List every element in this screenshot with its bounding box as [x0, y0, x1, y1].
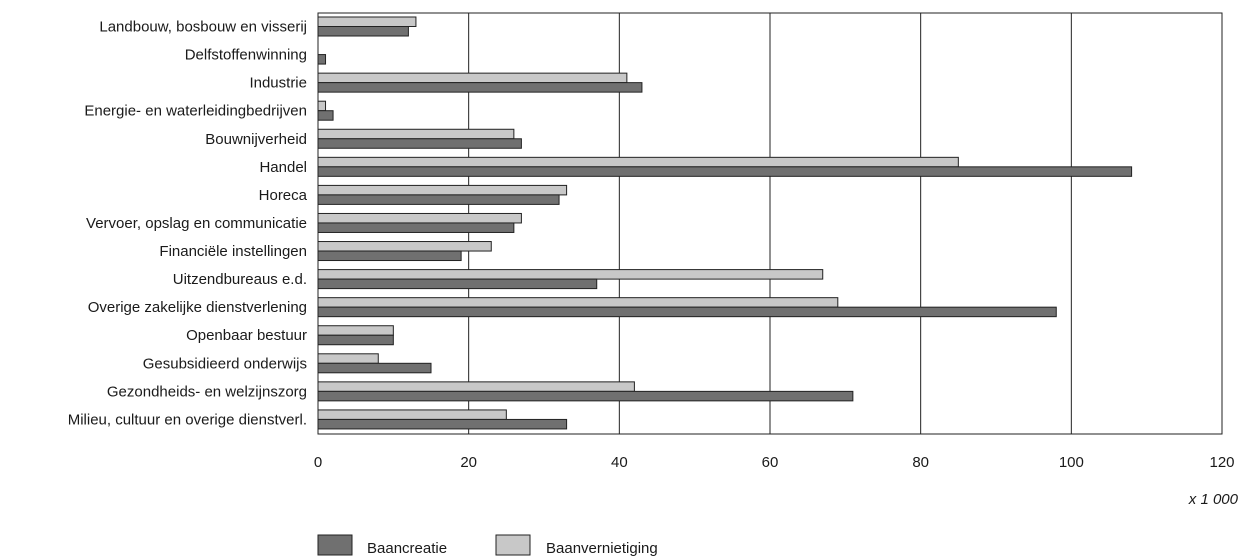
bar-baanvernietiging: [317, 184, 568, 196]
category-label: Openbaar bestuur: [186, 327, 307, 344]
x-tick-label: 80: [912, 454, 929, 471]
category-label: Horeca: [259, 187, 308, 204]
bar-baancreatie: [317, 418, 568, 430]
category-label: Gezondheids- en welzijnszorg: [107, 383, 307, 400]
bar-baanvernietiging: [317, 72, 628, 84]
bar-baancreatie: [317, 390, 854, 402]
bar-baancreatie: [317, 306, 1057, 318]
category-label: Financiële instellingen: [159, 243, 307, 260]
category-label: Vervoer, opslag en communicatie: [86, 215, 307, 232]
x-tick-label: 60: [762, 454, 779, 471]
bar-baanvernietiging: [317, 269, 824, 280]
bar-baanvernietiging: [317, 409, 507, 420]
unit-label: x 1 000: [1188, 491, 1239, 508]
bars: [317, 16, 1133, 430]
bar-baancreatie: [317, 250, 462, 262]
legend-label: Baancreatie: [367, 540, 447, 557]
category-label: Delfstoffenwinning: [185, 47, 307, 64]
x-tick-label: 0: [314, 454, 322, 471]
legend: Baancreatie Baanvernietiging: [317, 534, 658, 557]
bar-baancreatie: [317, 82, 643, 93]
bar-baanvernietiging: [317, 212, 522, 224]
bar-baancreatie: [317, 138, 522, 149]
category-label: Uitzendbureaus e.d.: [173, 271, 307, 288]
bar-baancreatie: [317, 166, 1133, 177]
category-label: Industrie: [249, 75, 307, 92]
bar-baancreatie: [317, 110, 334, 121]
bar-baanvernietiging: [317, 381, 635, 392]
category-label: Handel: [259, 159, 307, 176]
grid-lines: [317, 12, 1223, 435]
x-tick-label: 120: [1209, 454, 1234, 471]
category-labels: Landbouw, bosbouw en visserij Delfstoffen…: [68, 19, 308, 429]
bar-baancreatie: [317, 194, 560, 205]
bar-baancreatie: [317, 278, 598, 290]
bar-baanvernietiging: [317, 297, 839, 308]
category-label: Bouwnijverheid: [205, 131, 307, 148]
bar-baancreatie: [317, 26, 409, 37]
bar-baanvernietiging: [317, 353, 379, 364]
legend-swatch: [495, 534, 531, 556]
bar-baanvernietiging: [317, 128, 515, 140]
bar-baanvernietiging: [317, 156, 959, 168]
bar-baanvernietiging: [317, 241, 492, 252]
bar-baancreatie: [317, 334, 394, 346]
bar-baanvernietiging: [317, 100, 327, 112]
bar-baanvernietiging: [317, 16, 417, 27]
x-tick-label: 20: [460, 454, 477, 471]
category-label: Milieu, cultuur en overige dienstverl.: [68, 411, 307, 428]
bar-baancreatie: [317, 362, 432, 374]
category-label: Overige zakelijke dienstverlening: [88, 299, 307, 316]
category-label: Landbouw, bosbouw en visserij: [99, 19, 307, 36]
bar-baancreatie: [317, 222, 515, 233]
x-tick-label: 100: [1059, 454, 1084, 471]
bar-baanvernietiging: [317, 325, 394, 336]
x-tick-label: 40: [611, 454, 628, 471]
category-label: Energie- en waterleidingbedrijven: [84, 103, 307, 120]
bar-baancreatie: [317, 54, 327, 65]
x-tick-labels: 0 20 40 60 80 100 120: [314, 454, 1235, 471]
legend-swatch: [317, 534, 353, 556]
legend-label: Baanvernietiging: [546, 540, 658, 557]
category-label: Gesubsidieerd onderwijs: [143, 355, 307, 372]
